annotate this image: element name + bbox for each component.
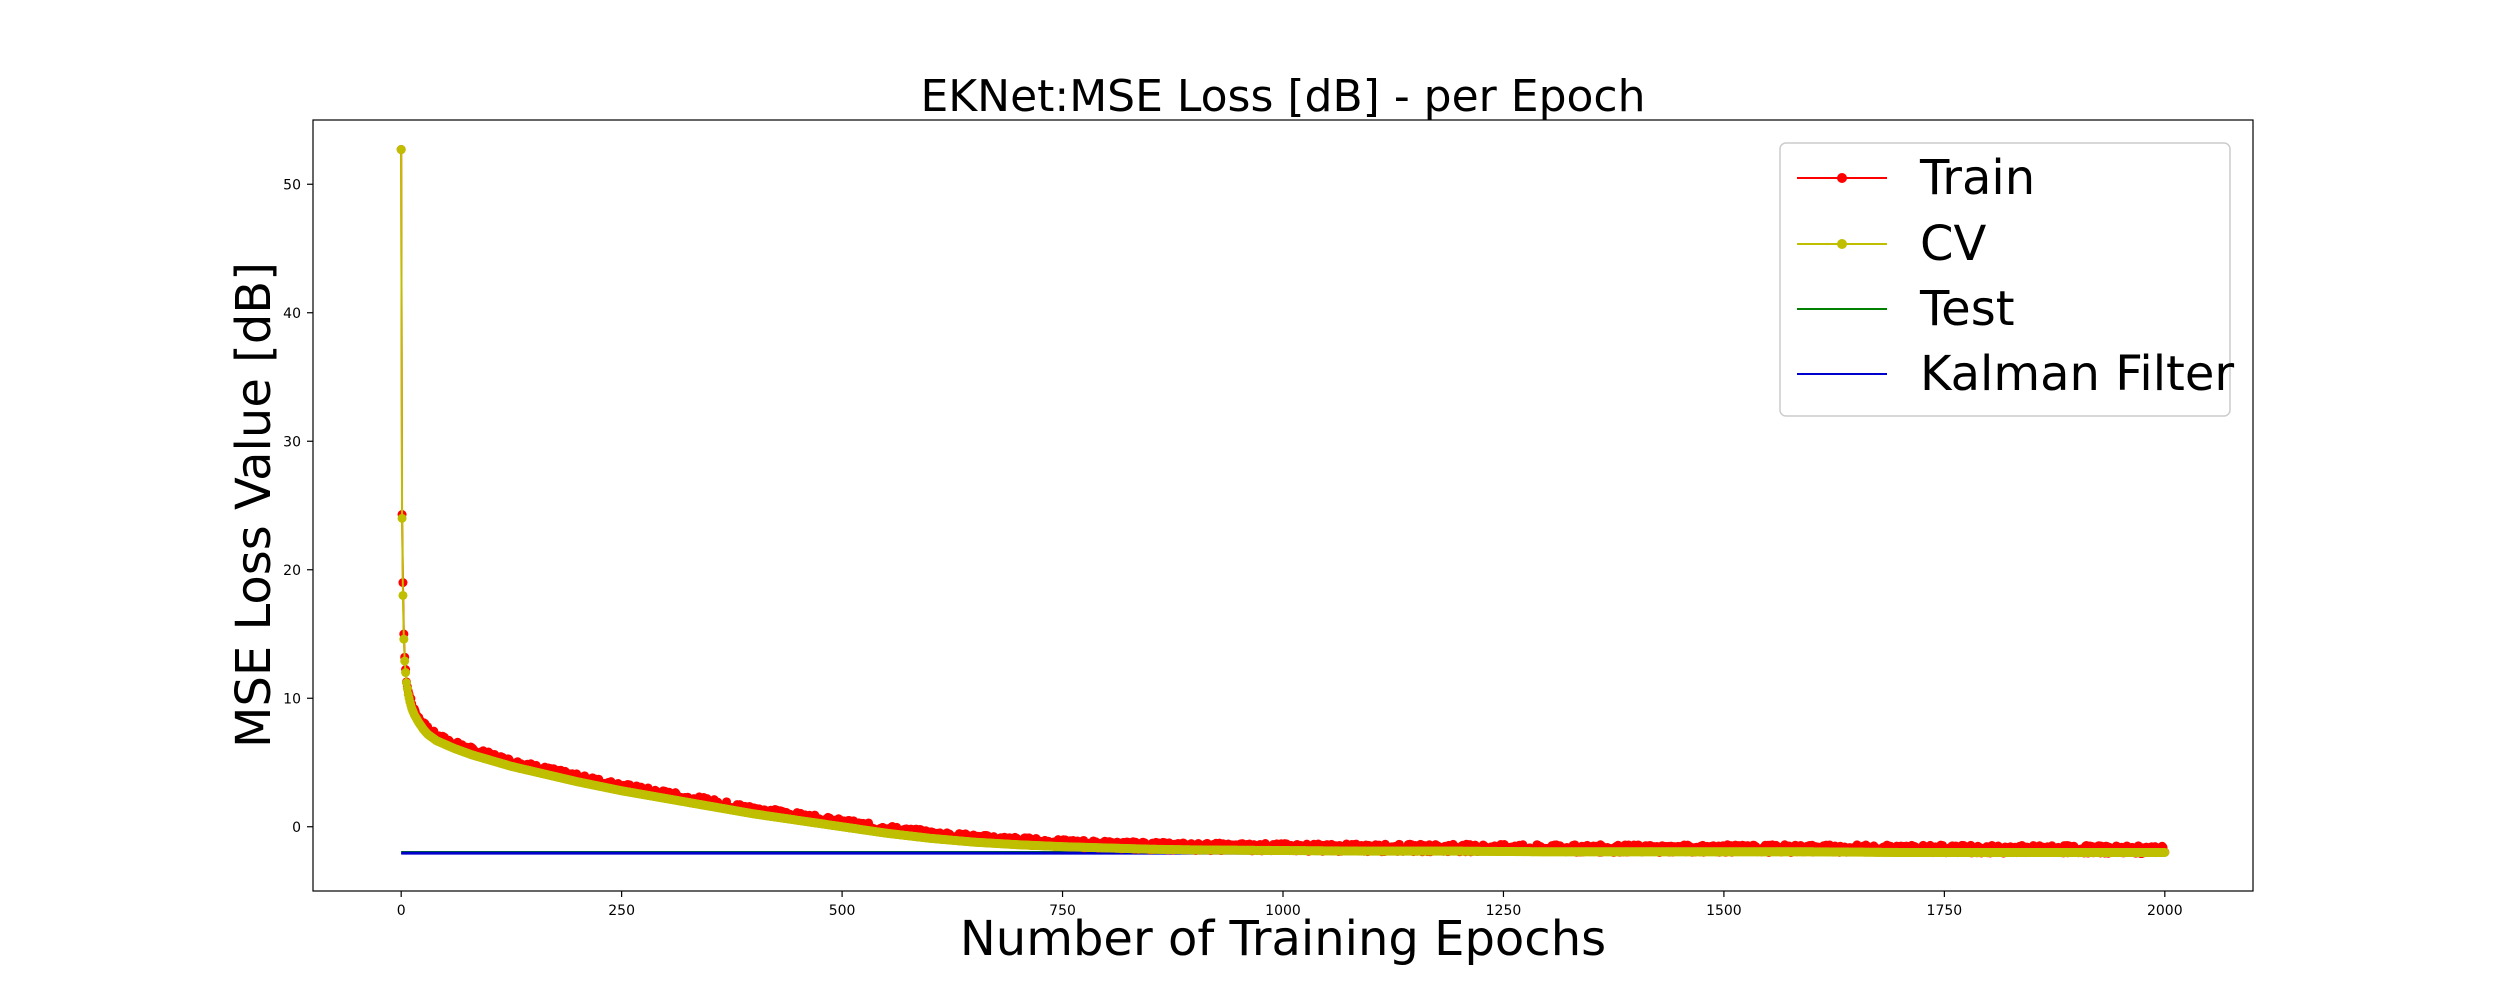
y-tick-label: 10 [283, 691, 301, 707]
legend-label-kalman-filter: Kalman Filter [1920, 346, 2234, 402]
y-tick-label: 20 [283, 563, 301, 579]
legend-label-cv: CV [1920, 216, 1987, 272]
y-tick-label: 0 [292, 820, 301, 836]
legend-label-train: Train [1919, 150, 2035, 206]
y-axis-label: MSE Loss Value [dB] [226, 262, 282, 748]
x-tick-label: 1500 [1706, 903, 1742, 919]
legend-entry-cv: CV [1797, 216, 1987, 272]
x-tick-label: 500 [829, 903, 856, 919]
y-axis: 0 10 20 30 40 50 [283, 177, 313, 836]
x-tick-label: 0 [397, 903, 406, 919]
y-tick-label: 50 [283, 177, 301, 193]
x-tick-label: 1250 [1486, 903, 1522, 919]
legend-marker-train [1837, 173, 1847, 183]
x-axis: 0 250 500 750 1000 1250 1500 1750 2000 [397, 891, 2183, 919]
x-tick-label: 1000 [1265, 903, 1301, 919]
x-tick-label: 1750 [1927, 903, 1963, 919]
data-point-cv [398, 590, 408, 600]
series-cv [396, 145, 2170, 857]
data-point-cv [399, 634, 409, 644]
x-axis-label: Number of Training Epochs [960, 911, 1606, 967]
data-point-cv [400, 656, 410, 666]
legend-box [1779, 142, 2231, 417]
legend-marker-cv [1837, 239, 1847, 249]
data-point-cv [397, 513, 407, 523]
y-tick-label: 40 [283, 306, 301, 322]
series-layer [396, 145, 2170, 859]
x-tick-label: 750 [1049, 903, 1076, 919]
data-point-cv [401, 668, 411, 678]
data-point-cv [2160, 847, 2170, 857]
data-point-cv [396, 145, 406, 155]
legend-entry-train: Train [1797, 150, 2035, 206]
x-tick-label: 2000 [2147, 903, 2183, 919]
x-tick-label: 250 [608, 903, 635, 919]
chart-title: EKNet:MSE Loss [dB] - per Epoch [921, 71, 1646, 122]
legend-label-test: Test [1919, 281, 2015, 337]
legend-entry-kalman-filter: Kalman Filter [1797, 346, 2234, 402]
legend-entry-test: Test [1797, 281, 2015, 337]
y-tick-label: 30 [283, 434, 301, 450]
legend: Train CV Test Kalman Filter [1779, 142, 2234, 417]
